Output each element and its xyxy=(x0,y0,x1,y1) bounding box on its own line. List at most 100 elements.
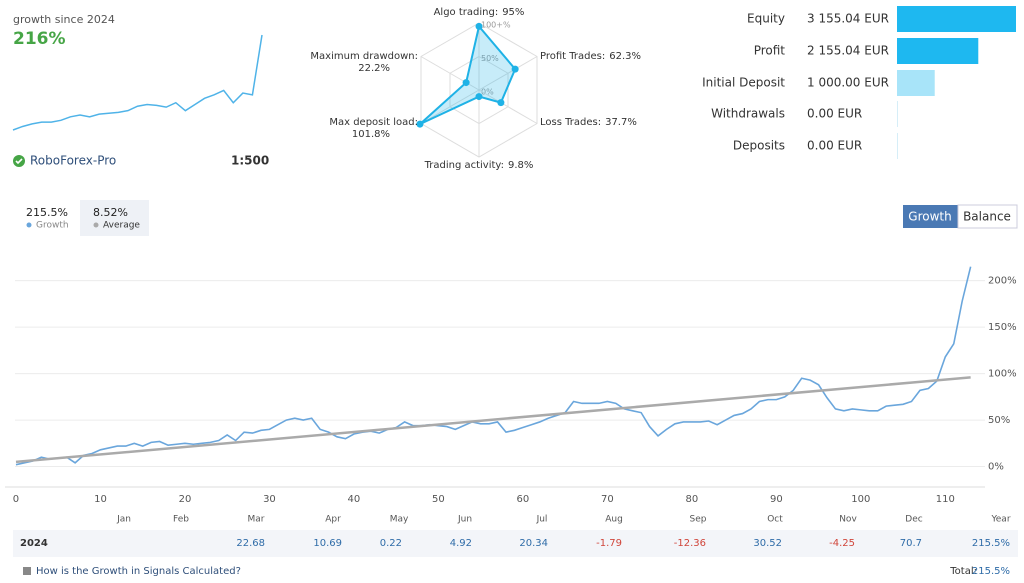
month-value: 30.52 xyxy=(753,538,782,549)
x-tick-label: 70 xyxy=(601,494,614,505)
month-header: Dec xyxy=(905,515,922,525)
total-value: 215.5% xyxy=(972,566,1010,577)
check xyxy=(15,158,23,165)
month-header: Feb xyxy=(173,515,189,525)
month-header: Apr xyxy=(325,515,341,525)
radar-spoke xyxy=(478,56,538,91)
legend-summary: 215.5% xyxy=(26,206,68,219)
month-value: -4.25 xyxy=(829,538,855,549)
link-icon xyxy=(23,567,31,575)
y-tick-label: 100% xyxy=(988,369,1017,380)
bar xyxy=(897,70,935,96)
month-value: 10.69 xyxy=(313,538,342,549)
x-tick-label: 10 xyxy=(94,494,107,505)
sparkline xyxy=(12,34,263,131)
radar-category: Max deposit load: xyxy=(329,117,418,128)
legend-name: Average xyxy=(103,221,140,231)
month-header: Mar xyxy=(248,515,265,525)
series-line xyxy=(15,376,971,464)
radar-value: 37.7% xyxy=(605,117,637,128)
month-header: Jul xyxy=(536,515,548,525)
bar xyxy=(897,101,898,127)
legend-box xyxy=(80,200,149,236)
bar-label: Initial Deposit xyxy=(702,76,785,90)
radar-spoke xyxy=(478,89,538,124)
radar-category: Profit Trades: xyxy=(540,51,605,62)
radar-point xyxy=(497,99,505,107)
growth-value: 216% xyxy=(13,29,66,49)
radar-label: Max deposit load: 101.8% xyxy=(329,117,418,140)
help-link[interactable]: How is the Growth in Signals Calculated? xyxy=(36,566,241,577)
radar-spoke xyxy=(420,56,480,91)
series-line xyxy=(15,266,972,466)
bar xyxy=(897,6,1016,32)
month-header: Oct xyxy=(767,515,783,525)
radar-point xyxy=(462,79,470,87)
radar-tick-label: 100+% xyxy=(481,21,511,30)
x-tick-label: 100 xyxy=(851,494,870,505)
bar-value-label: 1 000.00 EUR xyxy=(807,76,889,90)
radar-value: 9.8% xyxy=(508,160,533,171)
month-header: Sep xyxy=(690,515,707,525)
radar-label: Algo trading: 95% xyxy=(434,7,525,18)
y-tick-label: 200% xyxy=(988,276,1017,287)
radar-point xyxy=(511,65,519,73)
bar-label: Withdrawals xyxy=(711,107,785,121)
radar-point xyxy=(475,93,483,101)
radar-area xyxy=(419,24,517,126)
radar-point xyxy=(416,120,424,128)
radar-label: Maximum drawdown: 22.2% xyxy=(310,51,418,74)
radar-label: Trading activity: 9.8% xyxy=(424,160,534,171)
x-tick-label: 110 xyxy=(936,494,955,505)
month-value: 70.7 xyxy=(900,538,922,549)
leverage: 1:500 xyxy=(231,154,269,168)
y-tick-label: 150% xyxy=(988,322,1017,333)
y-tick-label: 0% xyxy=(988,462,1004,473)
radar-spoke xyxy=(420,89,480,124)
tab-label[interactable]: Growth xyxy=(908,210,951,224)
month-header: Year xyxy=(990,515,1010,525)
bar-label: Deposits xyxy=(733,139,785,153)
radar-point xyxy=(475,22,483,30)
legend-dot xyxy=(26,222,32,228)
radar-value: 22.2% xyxy=(358,63,390,74)
x-tick-label: 40 xyxy=(348,494,361,505)
radar-tick-label: 0% xyxy=(481,88,494,97)
tab-active[interactable] xyxy=(903,205,958,228)
month-header: Jan xyxy=(116,515,131,525)
month-value: 215.5% xyxy=(972,538,1010,549)
radar-value: 101.8% xyxy=(352,129,390,140)
legend-summary: 8.52% xyxy=(93,206,128,219)
month-header: May xyxy=(390,515,409,525)
x-tick-label: 60 xyxy=(517,494,530,505)
bar xyxy=(897,133,898,159)
month-value: 20.34 xyxy=(519,538,548,549)
table-year: 2024 xyxy=(20,538,48,549)
tab[interactable] xyxy=(957,204,1018,229)
x-tick-label: 0 xyxy=(13,494,19,505)
radar-category: Maximum drawdown: xyxy=(310,51,418,62)
bar-value-label: 0.00 EUR xyxy=(807,107,862,121)
x-tick-label: 90 xyxy=(770,494,783,505)
growth-caption: growth since 2024 xyxy=(13,13,115,26)
legend-name: Growth xyxy=(36,221,69,231)
radar-category: Trading activity: xyxy=(424,160,504,171)
x-tick-label: 80 xyxy=(685,494,698,505)
bar-label: Profit xyxy=(754,44,786,58)
table-row-bg xyxy=(13,530,1018,557)
radar-value: 95% xyxy=(502,7,524,18)
month-value: 4.92 xyxy=(450,538,472,549)
month-header: Jun xyxy=(457,515,472,525)
month-value: -12.36 xyxy=(674,538,706,549)
radar-category: Loss Trades: xyxy=(540,117,601,128)
tab-label[interactable]: Balance xyxy=(963,210,1011,224)
x-tick-label: 20 xyxy=(179,494,192,505)
radar-tick-label: 50% xyxy=(481,54,499,63)
y-tick-label: 50% xyxy=(988,415,1010,426)
bar-value-label: 2 155.04 EUR xyxy=(807,44,889,58)
radar-category: Algo trading: xyxy=(434,7,499,18)
total-label: Total: xyxy=(949,566,977,577)
broker[interactable]: RoboForex-Pro xyxy=(30,154,116,168)
month-header: Nov xyxy=(839,515,857,525)
